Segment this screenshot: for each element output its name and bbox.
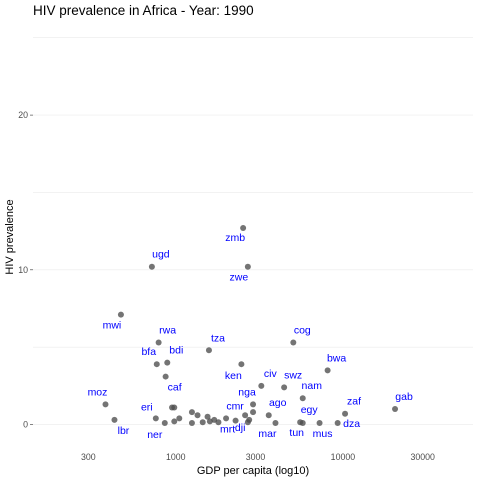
point-mrt xyxy=(232,417,239,424)
x-axis-title: GDP per capita (log10) xyxy=(197,465,309,477)
point-label-ken: ken xyxy=(225,370,242,382)
point-zwe xyxy=(244,263,251,270)
point-label-ago: ago xyxy=(269,397,287,409)
x-tick-label: 10000 xyxy=(331,452,356,462)
data-points xyxy=(102,225,399,426)
point-label-zaf: zaf xyxy=(347,396,361,408)
point xyxy=(204,413,211,420)
point xyxy=(171,404,178,411)
point-label-bfa: bfa xyxy=(141,346,156,358)
x-tick-label: 30000 xyxy=(410,452,435,462)
point-mus xyxy=(316,419,323,426)
point xyxy=(176,415,183,422)
point-label-egy: egy xyxy=(301,404,319,416)
point-zmb xyxy=(240,225,247,232)
point-moz xyxy=(102,401,109,408)
point-tun xyxy=(299,419,306,426)
point-label-nga: nga xyxy=(238,386,256,398)
point-label-moz: moz xyxy=(88,386,108,398)
point-ugd xyxy=(148,263,155,270)
y-axis-title: HIV prevalence xyxy=(4,199,16,274)
point xyxy=(215,419,222,426)
point-label-mwi: mwi xyxy=(103,320,122,332)
point-label-eri: eri xyxy=(141,401,153,413)
point-labels: zmb ugd zwe mwi rwa cog tza bdi bfa ken bwa caf civ s… xyxy=(88,232,413,441)
point xyxy=(199,419,206,426)
point-label-bdi: bdi xyxy=(169,345,183,357)
point-swz xyxy=(281,384,288,391)
point-ken xyxy=(238,361,245,368)
point-gab xyxy=(392,406,399,413)
point xyxy=(171,418,178,425)
point xyxy=(194,412,201,419)
gridlines xyxy=(33,37,473,425)
point-label-cmr: cmr xyxy=(226,400,244,412)
point-label-mrt: mrt xyxy=(220,424,235,436)
point-label-lbr: lbr xyxy=(118,425,130,437)
point-ner xyxy=(161,419,168,426)
point-rwa xyxy=(155,339,162,346)
point-lbr xyxy=(111,416,118,423)
point-label-zwe: zwe xyxy=(230,272,249,284)
point-dza xyxy=(334,419,341,426)
x-tick-label: 3000 xyxy=(246,452,266,462)
point-label-mar: mar xyxy=(258,428,277,440)
point-label-tun: tun xyxy=(289,427,304,439)
point-label-dza: dza xyxy=(343,418,360,430)
y-tick-label: 10 xyxy=(18,265,28,275)
x-tick-label: 300 xyxy=(81,452,96,462)
point-eri xyxy=(152,415,159,422)
point-label-bwa: bwa xyxy=(327,352,346,364)
point-nam xyxy=(299,395,306,402)
point-bwa xyxy=(324,367,331,374)
point-label-ner: ner xyxy=(147,429,163,441)
point-ago xyxy=(265,412,272,419)
point-label-tza: tza xyxy=(211,332,225,344)
point-label-gab: gab xyxy=(395,391,413,403)
point-label-rwa: rwa xyxy=(159,325,176,337)
point-label-swz: swz xyxy=(284,369,302,381)
point-cmr xyxy=(223,415,230,422)
point-bdi xyxy=(164,359,171,366)
point-mwi xyxy=(117,311,124,318)
point-bfa xyxy=(153,361,160,368)
point-label-ugd: ugd xyxy=(152,249,170,261)
y-tick-label: 0 xyxy=(23,420,28,430)
point-label-caf: caf xyxy=(168,382,182,394)
axis-ticks: 0 10 20 300 1000 3000 10000 30000 xyxy=(18,110,435,462)
point-mar xyxy=(272,419,279,426)
y-tick-label: 20 xyxy=(18,110,28,120)
point-caf xyxy=(162,373,169,380)
point xyxy=(188,409,195,416)
point xyxy=(250,409,257,416)
point xyxy=(244,419,251,426)
chart-title: HIV prevalence in Africa - Year: 1990 xyxy=(33,3,254,18)
point-label-zmb: zmb xyxy=(225,232,245,244)
point-zaf xyxy=(342,410,349,417)
point xyxy=(242,412,249,419)
point-nga xyxy=(250,401,257,408)
point xyxy=(206,418,213,425)
point-cog xyxy=(290,339,297,346)
x-tick-label: 1000 xyxy=(166,452,186,462)
point-label-civ: civ xyxy=(264,368,278,380)
point-label-mus: mus xyxy=(313,428,333,440)
point-civ xyxy=(258,382,265,389)
point xyxy=(188,419,195,426)
point-label-dji: dji xyxy=(235,422,246,434)
point-tza xyxy=(205,347,212,354)
point-label-cog: cog xyxy=(294,325,311,337)
point-label-nam: nam xyxy=(302,380,323,392)
